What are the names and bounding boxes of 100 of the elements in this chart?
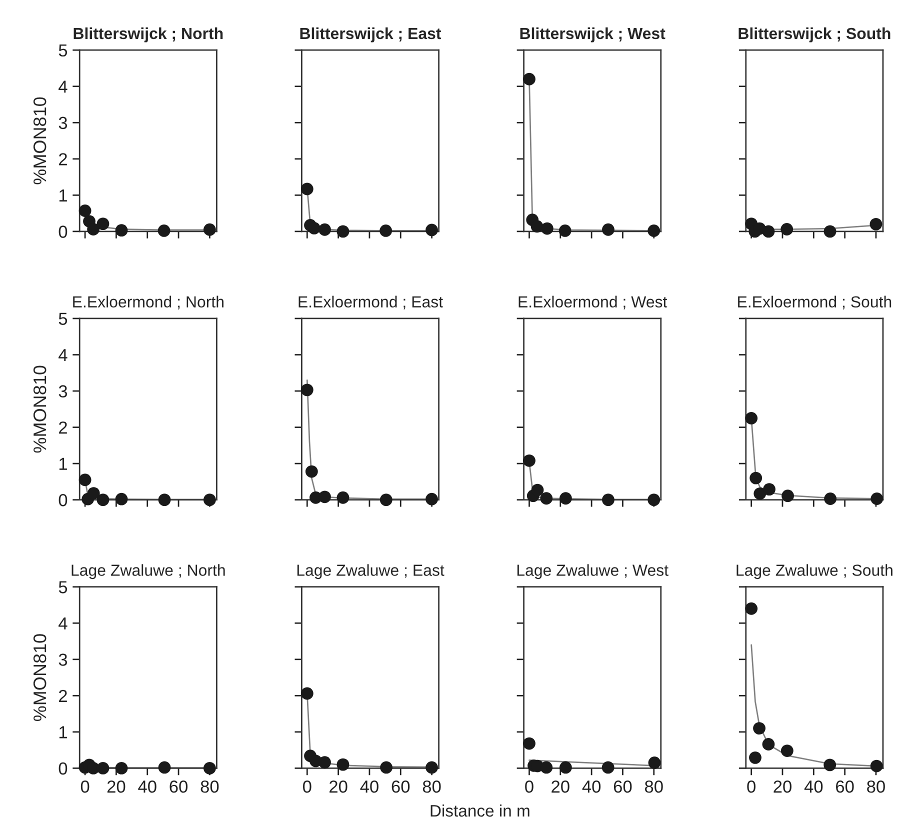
y-tick-label: 4 bbox=[58, 617, 68, 630]
point bbox=[530, 220, 544, 233]
point bbox=[602, 223, 614, 236]
chart-title: Lage Zwaluwe ; East bbox=[297, 564, 444, 580]
point bbox=[780, 744, 794, 758]
point bbox=[753, 722, 766, 735]
chart-title: Blitterswijck ; South bbox=[738, 27, 890, 42]
point bbox=[308, 222, 320, 234]
y-tick-label: 5 bbox=[58, 581, 68, 594]
chart-title: Blitterswijck ; North bbox=[74, 27, 223, 42]
point bbox=[762, 738, 775, 750]
x-axis-title: Distance in m bbox=[430, 804, 530, 817]
point bbox=[380, 224, 392, 237]
y-axis-title: %MON810 bbox=[33, 634, 46, 722]
point bbox=[782, 490, 794, 502]
point bbox=[318, 756, 331, 769]
y-tick-label: 3 bbox=[58, 385, 68, 398]
point bbox=[78, 474, 92, 486]
x-tick-label: 0 bbox=[80, 780, 90, 793]
point bbox=[824, 492, 837, 505]
y-tick-label: 4 bbox=[58, 80, 68, 93]
y-tick-label: 5 bbox=[58, 312, 68, 325]
point bbox=[870, 218, 882, 230]
point bbox=[540, 492, 553, 505]
point bbox=[158, 494, 171, 506]
point bbox=[380, 494, 392, 506]
point bbox=[426, 224, 438, 236]
point bbox=[115, 224, 128, 237]
point bbox=[531, 484, 544, 496]
point bbox=[115, 492, 128, 506]
y-tick-label: 1 bbox=[59, 190, 67, 202]
y-axis-title: %MON810 bbox=[33, 366, 46, 453]
x-tick-label: 60 bbox=[836, 780, 854, 793]
point bbox=[78, 204, 92, 217]
x-tick-label: 60 bbox=[392, 780, 410, 793]
point bbox=[824, 225, 836, 238]
point bbox=[426, 761, 438, 774]
point bbox=[96, 494, 110, 506]
point bbox=[300, 182, 314, 196]
chart-title: Blitterswijck ; East bbox=[300, 27, 442, 42]
y-tick-label: 2 bbox=[59, 153, 67, 166]
point bbox=[749, 751, 762, 764]
x-tick-label: 40 bbox=[360, 780, 378, 793]
x-tick-label: 20 bbox=[330, 780, 348, 793]
point bbox=[380, 761, 392, 774]
point bbox=[336, 491, 350, 504]
point bbox=[745, 412, 758, 424]
point bbox=[540, 761, 553, 774]
point bbox=[426, 492, 438, 506]
point bbox=[203, 494, 216, 506]
point bbox=[96, 218, 110, 230]
y-tick-label: 1 bbox=[59, 458, 67, 470]
point bbox=[559, 492, 572, 505]
point bbox=[336, 758, 350, 771]
point bbox=[318, 223, 331, 236]
chart-title: Lage Zwaluwe ; North bbox=[72, 564, 225, 580]
x-tick-label: 60 bbox=[614, 780, 632, 793]
point bbox=[523, 737, 536, 750]
point bbox=[750, 472, 762, 484]
point bbox=[300, 384, 314, 396]
point bbox=[87, 487, 100, 500]
x-tick-label: 80 bbox=[200, 780, 219, 793]
chart-title: E.Exloermond ; South bbox=[738, 296, 892, 310]
x-tick-label: 40 bbox=[582, 780, 601, 793]
y-tick-label: 5 bbox=[58, 44, 68, 57]
point bbox=[870, 492, 884, 505]
point bbox=[648, 756, 661, 769]
point bbox=[203, 223, 216, 236]
point bbox=[602, 761, 614, 774]
chart-title: Blitterswijck ; West bbox=[520, 27, 666, 42]
chart-title: E.Exloermond ; East bbox=[298, 296, 443, 310]
point bbox=[870, 760, 883, 772]
y-tick-label: 2 bbox=[59, 421, 67, 434]
x-tick-label: 40 bbox=[804, 780, 823, 793]
x-tick-label: 80 bbox=[867, 780, 885, 793]
y-tick-label: 2 bbox=[59, 690, 67, 702]
point bbox=[336, 225, 350, 238]
point bbox=[559, 761, 572, 774]
x-tick-label: 80 bbox=[644, 780, 663, 793]
x-tick-label: 0 bbox=[747, 780, 756, 793]
point bbox=[87, 223, 100, 236]
point bbox=[523, 454, 536, 467]
y-tick-label: 4 bbox=[58, 349, 68, 362]
y-tick-label: 3 bbox=[58, 654, 68, 666]
y-tick-label: 0 bbox=[58, 762, 68, 775]
point bbox=[305, 465, 318, 478]
point bbox=[648, 494, 660, 506]
chart-title: E.Exloermond ; West bbox=[518, 296, 668, 310]
y-tick-label: 3 bbox=[58, 116, 68, 130]
y-tick-label: 0 bbox=[58, 494, 68, 506]
x-tick-label: 0 bbox=[525, 780, 534, 793]
y-tick-label: 0 bbox=[58, 226, 68, 238]
y-tick-label: 1 bbox=[59, 726, 67, 738]
point bbox=[158, 224, 170, 237]
point bbox=[648, 224, 660, 237]
x-tick-label: 40 bbox=[138, 780, 156, 793]
y-axis-title: %MON810 bbox=[33, 97, 46, 184]
x-tick-label: 20 bbox=[774, 780, 792, 793]
chart-title: Lage Zwaluwe ; West bbox=[517, 564, 668, 580]
chart-title: Lage Zwaluwe ; South bbox=[736, 564, 892, 580]
